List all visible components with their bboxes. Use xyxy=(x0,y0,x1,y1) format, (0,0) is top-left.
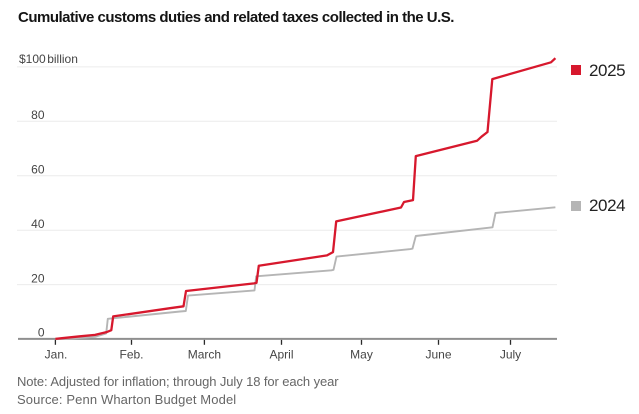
svg-text:June: June xyxy=(425,348,451,362)
svg-text:80: 80 xyxy=(31,108,45,122)
svg-text:Jan.: Jan. xyxy=(45,348,68,362)
svg-text:March: March xyxy=(188,348,221,362)
svg-text:July: July xyxy=(500,348,521,362)
svg-text:April: April xyxy=(269,348,293,362)
svg-text:40: 40 xyxy=(31,217,45,231)
svg-text:Feb.: Feb. xyxy=(119,348,143,362)
svg-text:60: 60 xyxy=(31,163,45,177)
svg-text:20: 20 xyxy=(31,271,45,285)
svg-text:May: May xyxy=(350,348,373,362)
svg-text:0: 0 xyxy=(38,326,45,340)
